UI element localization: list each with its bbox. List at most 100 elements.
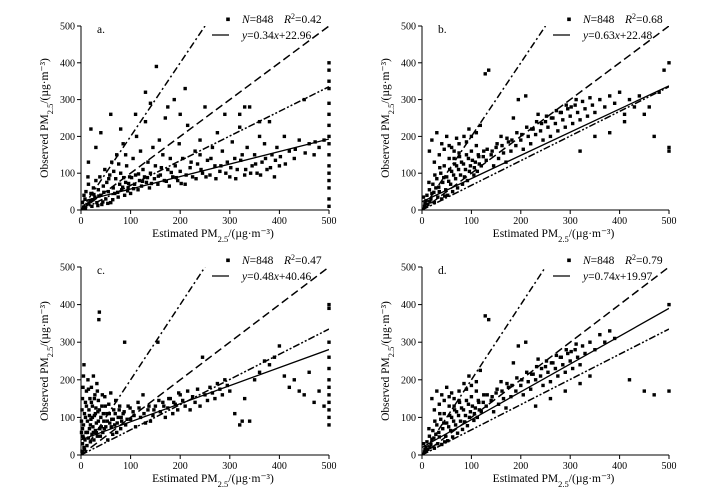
data-point [151,145,155,150]
data-point [218,387,222,391]
x-tick-label: 100 [464,216,479,227]
data-point [422,204,427,209]
data-point [509,149,513,153]
data-point [583,351,587,356]
data-point [598,332,602,337]
data-point [287,385,292,390]
data-point [177,142,181,146]
data-point [228,389,232,393]
data-point [526,379,530,384]
data-point [554,108,559,113]
data-point [89,191,93,196]
data-point [189,160,193,164]
data-point [495,142,499,146]
reference-line-dashed [81,267,329,455]
data-point [82,447,87,452]
data-point [327,408,331,412]
data-point [91,374,96,378]
data-point [183,182,187,186]
data-point [510,383,514,388]
data-point [188,165,192,170]
data-point [470,404,475,408]
data-point [467,127,471,131]
data-point [499,134,503,139]
data-point [144,180,149,185]
data-point [137,178,142,183]
y-tick-label: 200 [60,375,75,386]
data-point [520,132,524,137]
legend-r2: R2=0.68 [624,12,663,27]
data-point [223,112,227,117]
y-tick-label: 500 [60,263,75,274]
data-point [132,182,137,186]
data-point [477,400,481,405]
data-point [474,389,479,393]
data-point [167,184,171,188]
data-point [153,164,158,168]
data-point [546,370,550,374]
data-point [469,149,474,153]
y-tick-label: 0 [70,206,75,217]
data-point [97,310,102,314]
x-tick-label: 100 [123,461,138,472]
data-point [500,389,504,393]
data-point [642,389,646,393]
data-point [427,188,432,192]
data-point [593,110,597,115]
panel-c: 0 100 200 300 400 500 0 100 200 300 400 500 Estimate… [39,253,337,490]
data-point [233,156,237,161]
data-point [183,404,187,408]
data-point [109,425,113,429]
data-point [96,410,100,414]
fit-line [422,85,669,203]
x-tick-label: 200 [173,461,188,472]
data-point [86,175,90,179]
data-point [541,138,545,142]
data-point [667,145,671,150]
data-point [424,199,428,203]
data-point [549,116,554,120]
data-point [167,396,171,401]
data-point [153,404,158,408]
data-point [667,149,671,153]
data-point [257,119,262,124]
data-point [440,197,444,201]
data-point [128,417,133,421]
data-point [442,421,446,425]
data-point [494,391,498,395]
data-point [452,156,456,161]
data-point [464,387,469,391]
data-point [158,410,163,414]
data-point [505,381,509,386]
data-point [84,389,89,393]
data-point [83,206,88,210]
data-point [292,156,296,161]
data-point [465,423,470,428]
data-point [421,195,426,199]
data-point [93,393,97,397]
data-point [467,415,472,420]
y-tick-label: 300 [401,95,416,106]
data-point [541,383,545,388]
data-point [143,119,148,124]
data-point [575,110,580,115]
data-point [95,389,100,393]
data-point [109,200,113,205]
data-point [448,428,453,433]
data-point [457,398,461,403]
data-point [205,398,210,403]
data-point [447,413,452,418]
data-point [652,393,656,397]
data-point [524,340,528,344]
data-point [457,142,461,146]
data-point [472,165,477,170]
data-point [457,154,462,159]
data-point [464,153,469,157]
data-point [96,419,101,423]
data-point [88,199,92,203]
data-point [563,125,567,129]
data-point [421,442,426,446]
data-point [440,142,444,146]
data-point [115,153,119,157]
data-point [108,173,112,177]
